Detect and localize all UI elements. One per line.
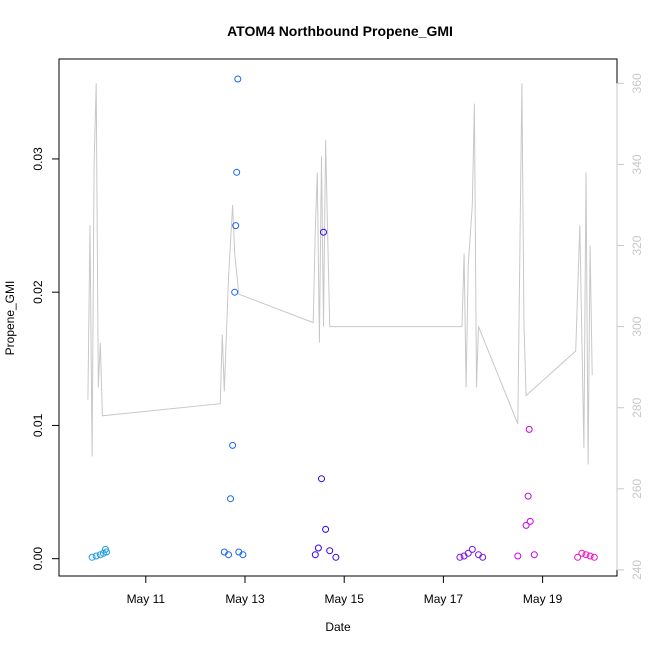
y2-tick-label-5: 340	[630, 154, 644, 174]
y2-tick-label-1: 260	[630, 478, 644, 498]
y2-tick-label-3: 300	[630, 316, 644, 336]
data-point-s1-5	[232, 222, 240, 230]
x-tick-label-1: May 13	[225, 592, 265, 606]
chart-title: ATOM4 Northbound Propene_GMI	[227, 23, 453, 39]
data-point-s1-6	[233, 168, 241, 176]
data-point-s1-7	[234, 75, 242, 83]
data-point-s0-5	[103, 548, 110, 556]
scatter-points	[88, 75, 598, 561]
data-point-s2-2	[318, 475, 325, 483]
y2-tick-label-6: 360	[630, 73, 644, 93]
data-point-s1-3	[229, 441, 237, 449]
data-point-s5-4	[590, 553, 598, 561]
x-tick-label-4: May 19	[523, 592, 563, 606]
data-point-s2-1	[314, 544, 322, 552]
data-point-s1-2	[227, 495, 234, 503]
y2-tick-label-4: 320	[630, 235, 644, 255]
data-point-s0-1	[92, 552, 100, 560]
data-point-s3-5	[479, 553, 487, 561]
x-tick-label-2: May 15	[325, 592, 365, 606]
x-tick-label-0: May 11	[127, 592, 166, 606]
data-point-s2-5	[326, 547, 334, 555]
y2-tick-label-0: 240	[630, 560, 644, 580]
y-tick-label-0: 0.00	[31, 547, 45, 571]
data-point-s3-0	[456, 553, 464, 561]
data-point-s4-3	[525, 425, 533, 433]
data-point-s2-3	[320, 228, 327, 236]
data-point-s2-6	[332, 553, 340, 561]
y-tick-label-1: 0.01	[31, 413, 45, 437]
data-point-s5-1	[578, 549, 586, 557]
data-point-s5-3	[586, 552, 594, 560]
data-point-s5-2	[582, 551, 590, 559]
plot-frame	[58, 58, 618, 577]
y-axis-label: Propene_GMI	[3, 281, 17, 356]
data-point-s4-2	[524, 492, 532, 500]
data-point-s5-0	[574, 553, 582, 561]
data-point-s2-0	[311, 551, 319, 559]
x-tick-label-3: May 17	[424, 592, 464, 606]
y-tick-label-3: 0.03	[31, 147, 45, 171]
data-point-s1-4	[231, 288, 239, 296]
data-point-s3-2	[464, 549, 472, 557]
x-axis-label: Date	[325, 620, 351, 634]
data-point-s4-4	[526, 517, 534, 525]
axes: 0.00 0.01 0.02 0.03 240 260 280 300 320 340 360 May…	[31, 73, 644, 606]
data-point-s4-0	[514, 552, 522, 560]
data-point-s2-4	[322, 525, 330, 533]
data-point-s3-3	[468, 545, 476, 553]
y2-tick-label-2: 280	[630, 397, 644, 417]
secondary-line	[87, 83, 593, 465]
data-point-s4-1	[522, 521, 530, 529]
y-tick-label-2: 0.02	[31, 280, 45, 304]
data-point-s4-5	[530, 551, 538, 559]
data-point-s0-0	[88, 553, 96, 561]
data-point-s0-3	[99, 549, 107, 557]
data-point-s1-1	[225, 551, 232, 559]
secondary-series-line	[87, 83, 593, 465]
data-point-s1-9	[239, 551, 247, 559]
